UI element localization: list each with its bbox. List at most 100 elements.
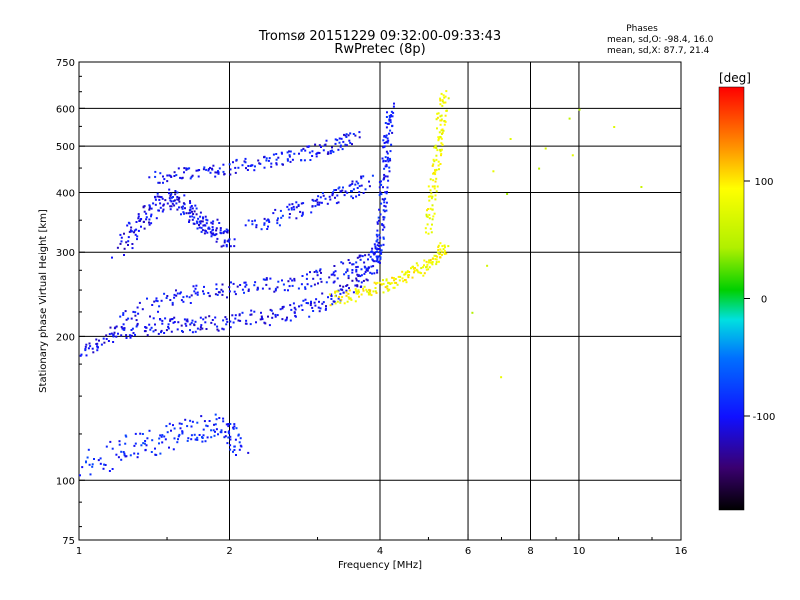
data-point <box>170 330 173 333</box>
data-point <box>247 165 250 167</box>
data-point <box>328 293 331 296</box>
data-point <box>367 266 370 269</box>
data-point <box>357 289 360 292</box>
data-point <box>163 292 166 295</box>
data-point <box>143 227 146 230</box>
data-point <box>84 349 87 352</box>
data-point <box>219 227 222 230</box>
data-point <box>176 292 179 295</box>
data-point <box>352 197 354 200</box>
data-point <box>337 148 340 151</box>
data-point <box>161 319 164 322</box>
data-point <box>278 224 281 227</box>
data-point <box>235 158 238 161</box>
data-point <box>310 211 313 214</box>
data-point <box>265 277 268 280</box>
data-point <box>169 194 172 197</box>
data-point <box>336 277 339 280</box>
data-point <box>316 198 319 201</box>
data-point <box>148 176 151 179</box>
data-point <box>335 202 338 205</box>
data-point <box>433 160 436 163</box>
data-point <box>382 282 385 285</box>
data-point <box>441 245 444 248</box>
data-point <box>427 232 430 235</box>
data-point <box>193 210 196 213</box>
data-point <box>172 200 175 203</box>
data-point <box>319 268 322 271</box>
data-point <box>221 290 224 293</box>
data-point <box>191 319 194 322</box>
data-point <box>378 248 381 251</box>
data-point <box>345 285 348 287</box>
data-point <box>341 288 344 291</box>
data-point <box>426 209 428 212</box>
data-point <box>237 166 240 169</box>
data-point <box>251 220 254 223</box>
data-point <box>183 167 186 170</box>
data-point <box>431 195 434 198</box>
data-point <box>127 221 130 224</box>
data-point <box>182 202 185 205</box>
data-point <box>157 181 160 184</box>
data-point <box>344 143 347 146</box>
data-point <box>306 145 309 148</box>
data-point <box>378 245 381 247</box>
data-point <box>420 267 423 270</box>
data-point <box>435 168 438 171</box>
data-point <box>382 139 385 142</box>
data-point <box>307 302 310 305</box>
data-point <box>229 444 232 447</box>
data-point <box>382 279 384 282</box>
data-point <box>381 224 384 226</box>
data-point <box>265 219 268 222</box>
data-point <box>91 347 94 350</box>
data-point <box>334 295 337 298</box>
data-point <box>198 220 201 223</box>
data-point <box>81 466 84 469</box>
data-point <box>134 233 137 236</box>
x-tick-label-16: 16 <box>675 546 688 557</box>
data-point <box>331 273 334 276</box>
data-point <box>340 298 343 301</box>
data-point <box>425 215 428 218</box>
data-point <box>378 194 381 197</box>
data-point <box>443 251 446 254</box>
data-point <box>164 438 167 441</box>
data-point <box>201 327 204 330</box>
data-point <box>509 138 512 140</box>
data-point <box>251 223 254 226</box>
data-point <box>116 246 119 249</box>
data-point <box>238 448 241 451</box>
data-point <box>119 242 122 245</box>
data-point <box>269 308 272 311</box>
data-point <box>127 244 129 246</box>
data-point <box>222 319 225 322</box>
data-point <box>159 318 162 321</box>
data-point <box>423 272 426 275</box>
data-point <box>88 463 91 466</box>
data-point <box>168 446 170 449</box>
data-point <box>241 311 244 314</box>
data-point <box>423 259 426 262</box>
data-point <box>153 300 156 303</box>
data-point <box>311 205 314 208</box>
data-point <box>350 190 352 192</box>
data-point <box>342 140 345 143</box>
data-point <box>357 290 360 293</box>
data-point <box>127 236 130 239</box>
data-point <box>150 207 153 210</box>
data-point <box>176 208 179 211</box>
data-point <box>269 277 272 280</box>
phases-stat-x: mean, sd,X: 87.7, 21.4 <box>607 46 710 56</box>
data-point <box>166 431 169 434</box>
data-point <box>372 252 375 255</box>
data-point <box>131 327 134 330</box>
data-point <box>214 423 217 426</box>
data-point <box>234 317 237 320</box>
data-point <box>290 308 293 311</box>
data-point <box>339 145 342 148</box>
data-point <box>302 202 305 205</box>
data-point <box>186 318 189 321</box>
data-point <box>120 326 123 328</box>
